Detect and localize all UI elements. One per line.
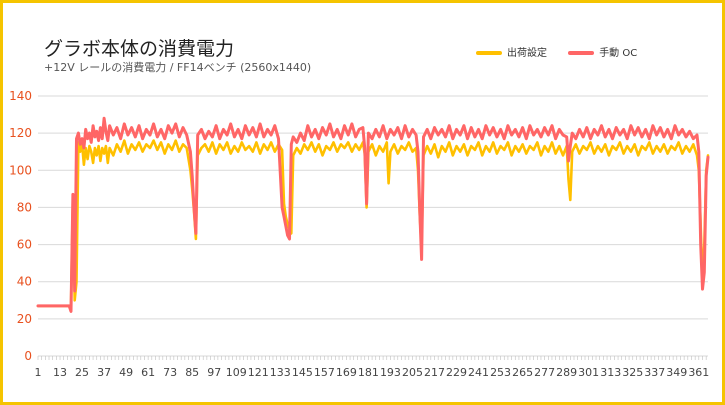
x-tick-label: 133 (270, 366, 291, 379)
x-tick-label: 337 (644, 366, 665, 379)
y-tick-label: 80 (17, 200, 32, 214)
legend-item-oc: 手動 OC (568, 44, 637, 59)
y-tick-label: 20 (17, 312, 32, 326)
x-tick-label: 121 (248, 366, 269, 379)
legend-label-oc: 手動 OC (599, 48, 638, 59)
x-tick-label: 25 (75, 366, 89, 379)
chart-title: グラボ本体の消費電力 (44, 38, 235, 60)
x-tick-label: 1 (35, 366, 42, 379)
x-tick-label: 193 (380, 366, 401, 379)
series-line-stock (36, 139, 710, 308)
x-tick-label: 157 (314, 366, 335, 379)
y-tick-label: 140 (9, 89, 32, 103)
y-tick-label: 120 (9, 126, 32, 140)
x-tick-label: 85 (185, 366, 199, 379)
x-tick-label: 13 (53, 366, 67, 379)
y-tick-label: 0 (24, 349, 32, 363)
legend-swatch-oc (568, 51, 595, 55)
legend-swatch-stock (476, 51, 502, 55)
x-tick-label: 277 (534, 366, 555, 379)
y-tick-label: 100 (9, 163, 32, 177)
legend-item-stock: 出荷設定 (476, 44, 547, 59)
chart-legend: 出荷設定 手動 OC (476, 44, 655, 59)
x-tick-label: 205 (402, 366, 423, 379)
x-tick-label: 61 (141, 366, 155, 379)
x-tick-label: 265 (512, 366, 533, 379)
x-tick-label: 325 (622, 366, 643, 379)
y-tick-label: 60 (17, 238, 32, 252)
chart-subtitle: +12V レールの消費電力 / FF14ベンチ (2560x1440) (44, 61, 312, 74)
series-line-oc (36, 116, 710, 313)
x-tick-label: 289 (556, 366, 577, 379)
x-tick-label: 241 (468, 366, 489, 379)
x-tick-label: 349 (666, 366, 687, 379)
x-tick-label: 217 (424, 366, 445, 379)
x-tick-label: 109 (226, 366, 247, 379)
x-tick-label: 313 (600, 366, 621, 379)
x-tick-label: 229 (446, 366, 467, 379)
x-tick-label: 97 (207, 366, 221, 379)
legend-label-stock: 出荷設定 (507, 48, 547, 59)
x-tick-label: 361 (688, 366, 709, 379)
x-tick-label: 145 (292, 366, 313, 379)
y-tick-label: 40 (17, 275, 32, 289)
x-tick-label: 37 (97, 366, 111, 379)
x-tick-label: 181 (358, 366, 379, 379)
x-tick-label: 73 (163, 366, 177, 379)
x-tick-label: 49 (119, 366, 133, 379)
x-tick-label: 253 (490, 366, 511, 379)
x-tick-label: 169 (336, 366, 357, 379)
x-tick-label: 301 (578, 366, 599, 379)
